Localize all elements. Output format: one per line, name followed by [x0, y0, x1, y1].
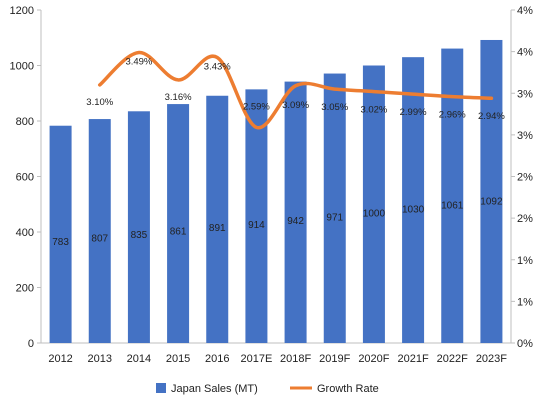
growth-rate-label: 3.10%	[86, 97, 113, 108]
growth-rate-label: 3.43%	[204, 61, 231, 72]
legend: Japan Sales (MT) Growth Rate	[156, 383, 379, 395]
x-tick-label: 2023F	[476, 353, 507, 365]
legend-label-growth-rate: Growth Rate	[317, 383, 379, 395]
growth-rate-label: 2.96%	[439, 110, 466, 121]
bar-value-label: 783	[52, 237, 69, 248]
growth-rate-label: 2.99%	[400, 107, 427, 118]
legend-swatch-japan-sales	[156, 383, 166, 393]
bar-value-label: 914	[248, 220, 265, 231]
right-tick-label: 3%	[517, 130, 533, 142]
bar	[245, 89, 268, 344]
x-tick-label: 2014	[127, 353, 151, 365]
growth-rate-label: 2.94%	[478, 111, 505, 122]
bar-value-label: 835	[131, 230, 148, 241]
x-tick-label: 2021F	[397, 353, 428, 365]
left-tick-label: 1200	[10, 5, 34, 17]
right-tick-label: 2%	[517, 172, 533, 184]
legend-label-japan-sales: Japan Sales (MT)	[171, 383, 258, 395]
x-tick-label: 2018F	[280, 353, 311, 365]
bar-value-label: 861	[170, 227, 187, 238]
bar	[206, 95, 229, 343]
right-tick-label: 1%	[517, 255, 533, 267]
x-tick-label: 2020F	[358, 353, 389, 365]
bar-value-label: 1000	[363, 209, 386, 220]
x-tick-label: 2012	[48, 353, 72, 365]
right-tick-label: 2%	[517, 213, 533, 225]
right-tick-label: 4%	[517, 47, 533, 59]
bar	[167, 104, 190, 343]
bar-value-label: 1030	[402, 205, 425, 216]
left-tick-label: 0	[28, 338, 34, 350]
right-tick-label: 0%	[517, 338, 533, 350]
right-tick-label: 3%	[517, 88, 533, 100]
growth-rate-label: 2.59%	[243, 101, 270, 112]
right-tick-label: 4%	[517, 5, 533, 17]
left-tick-label: 200	[16, 283, 34, 295]
growth-rate-line	[98, 50, 494, 130]
left-tick-label: 800	[16, 116, 34, 128]
x-tick-label: 2015	[166, 353, 190, 365]
x-tick-label: 2016	[205, 353, 229, 365]
bar-value-label: 942	[287, 216, 304, 227]
bar	[362, 65, 385, 343]
bar-value-label: 1061	[441, 201, 464, 212]
bar	[88, 119, 111, 344]
plot-area: 0 200 400 600 800 1000 1200 0% 1% 1% 2% 2% 3% 3% 4% 4% 2…	[10, 5, 534, 365]
bar	[284, 81, 307, 343]
growth-rate-label: 3.09%	[282, 100, 309, 111]
left-tick-label: 400	[16, 227, 34, 239]
bar-value-label: 1092	[480, 197, 503, 208]
growth-rate-label: 3.02%	[360, 105, 387, 116]
left-tick-label: 600	[16, 172, 34, 184]
x-tick-label: 2017E	[241, 353, 273, 365]
left-tick-label: 1000	[10, 61, 34, 73]
x-tick-label: 2019F	[319, 353, 350, 365]
growth-rate-label: 3.05%	[321, 102, 348, 113]
bar	[402, 57, 425, 344]
growth-rate-label: 3.49%	[125, 56, 152, 67]
bar-value-label: 971	[326, 212, 343, 223]
bar	[323, 73, 346, 344]
bar	[480, 39, 503, 343]
x-tick-label: 2022F	[437, 353, 468, 365]
bar-value-label: 807	[91, 234, 108, 245]
bar-value-label: 891	[209, 223, 226, 234]
bar	[441, 48, 464, 343]
bar	[127, 111, 150, 343]
right-tick-label: 1%	[517, 296, 533, 308]
x-tick-label: 2013	[88, 353, 112, 365]
growth-rate-label: 3.16%	[165, 92, 192, 103]
bar	[49, 125, 72, 343]
